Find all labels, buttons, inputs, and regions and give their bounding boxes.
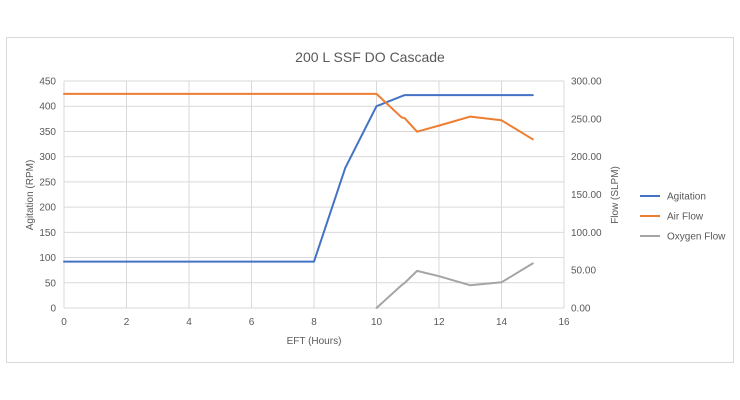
y2-tick-label: 0.00 [571, 304, 591, 315]
y-axis-title: Agitation (RPM) [25, 160, 36, 231]
y-tick-label: 200 [39, 203, 56, 214]
y-tick-label: 400 [39, 102, 56, 113]
chart-frame [6, 37, 734, 363]
y2-tick-label: 200.00 [571, 152, 602, 163]
x-tick-label: 10 [371, 317, 383, 328]
x-tick-label: 12 [433, 317, 445, 328]
chart-title: 200 L SSF DO Cascade [295, 49, 445, 65]
series-line-agitation [63, 94, 534, 263]
y-tick-label: 450 [39, 77, 56, 88]
y-tick-label: 250 [39, 177, 56, 188]
y2-tick-label: 100.00 [571, 228, 602, 239]
x-tick-label: 2 [124, 317, 130, 328]
gridlines [63, 80, 565, 308]
y-tick-label: 350 [39, 127, 56, 138]
y-tick-label: 100 [39, 253, 56, 264]
x-tick-label: 4 [186, 317, 192, 328]
y2-axis-ticks: 0.00 50.00 100.00 150.00 200.00 250.00 300.00 [571, 77, 602, 315]
x-tick-label: 0 [61, 317, 67, 328]
series-line-oxygen-flow [375, 262, 534, 309]
y2-axis-title: Flow (SLPM) [610, 166, 621, 224]
series-line-air-flow [63, 92, 534, 141]
y2-tick-label: 50.00 [571, 266, 596, 277]
y2-tick-label: 300.00 [571, 77, 602, 88]
y2-tick-label: 150.00 [571, 190, 602, 201]
legend: Agitation Air Flow Oxygen Flow [640, 192, 726, 243]
y-tick-label: 50 [45, 278, 57, 289]
x-tick-label: 16 [558, 317, 570, 328]
x-tick-label: 14 [496, 317, 508, 328]
y-tick-label: 300 [39, 152, 56, 163]
y2-tick-label: 250.00 [571, 114, 602, 125]
x-axis-title: EFT (Hours) [287, 336, 342, 347]
y-axis-ticks: 0 50 100 150 200 250 300 350 400 450 [39, 77, 56, 315]
y-tick-label: 0 [50, 304, 56, 315]
legend-label: Oxygen Flow [667, 232, 726, 243]
series-lines [63, 92, 534, 309]
x-axis-ticks: 0 2 4 6 8 10 12 14 16 [61, 317, 570, 328]
legend-label: Air Flow [667, 212, 704, 223]
x-tick-label: 6 [249, 317, 255, 328]
y-tick-label: 150 [39, 228, 56, 239]
legend-label: Agitation [667, 192, 706, 203]
x-tick-label: 8 [311, 317, 317, 328]
